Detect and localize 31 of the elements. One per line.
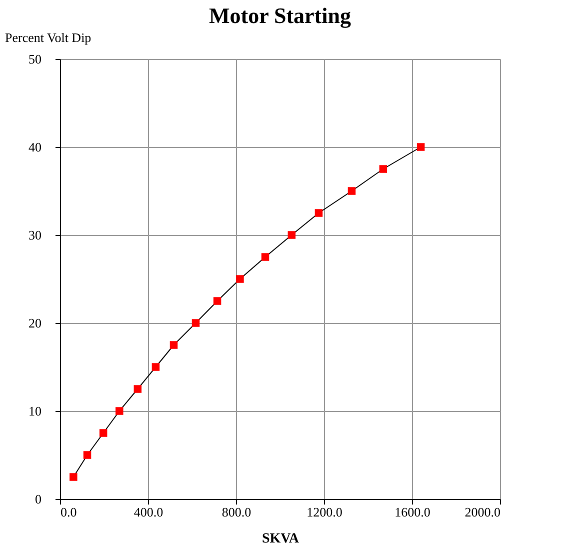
point: [192, 319, 200, 327]
point: [134, 385, 142, 393]
x-tick-label: 400.0: [134, 504, 164, 520]
x-tick-label: 1200.0: [306, 504, 342, 520]
y-tick-label: 30: [28, 228, 42, 242]
x-tick-label: 1600.0: [394, 504, 430, 520]
point: [170, 341, 178, 349]
chart-title: Motor Starting: [209, 3, 351, 28]
point: [416, 143, 425, 151]
point: [379, 165, 388, 173]
y-tick-label: 40: [28, 140, 42, 154]
point: [236, 275, 244, 283]
point: [116, 407, 124, 415]
y-axis-title: Percent Volt Dip: [5, 30, 92, 45]
point: [348, 187, 356, 195]
point: [83, 451, 92, 459]
x-tick-label: 800.0: [222, 504, 252, 520]
point: [152, 363, 160, 371]
point: [70, 473, 78, 481]
y-tick-label: 20: [28, 316, 42, 330]
y-tick-label: 0: [35, 492, 42, 506]
point: [213, 297, 222, 305]
point: [314, 209, 323, 217]
y-tick-label: 50: [28, 52, 42, 66]
x-tick-label: 2000.0: [464, 504, 500, 520]
point: [288, 231, 296, 239]
x-axis-title: SKVA: [262, 532, 300, 546]
point: [261, 253, 270, 261]
y-tick-label: 10: [28, 404, 42, 418]
point: [99, 429, 108, 437]
x-tick-label: 0.0: [60, 504, 77, 520]
